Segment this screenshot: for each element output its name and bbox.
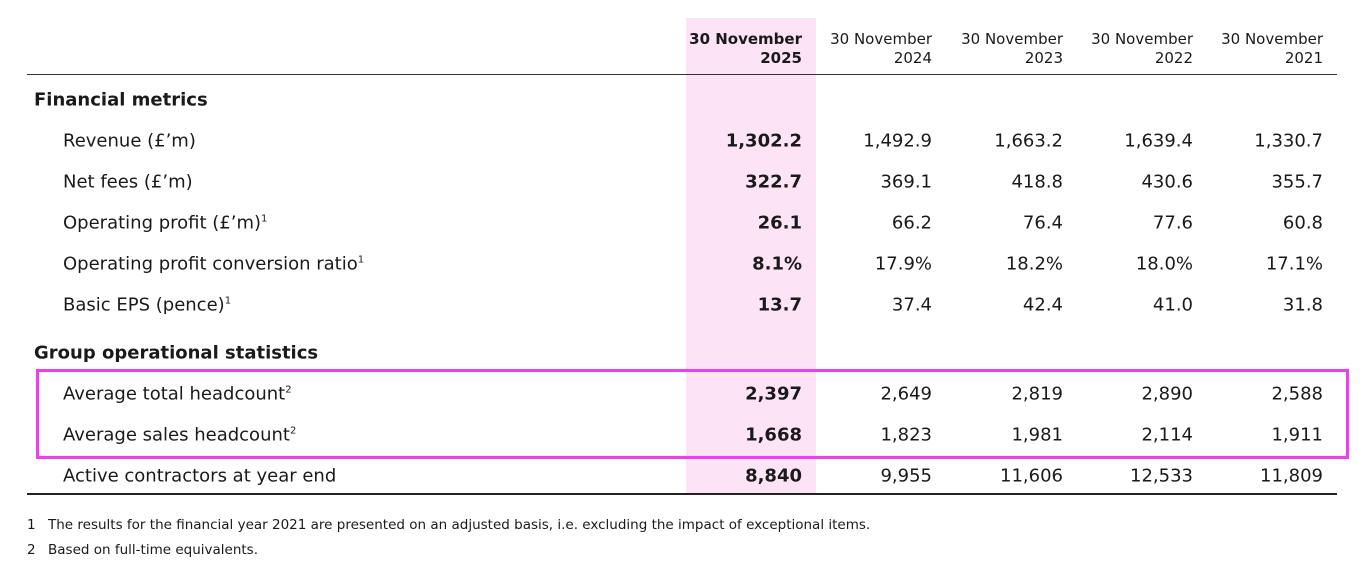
cell-value: 2,397 (745, 383, 802, 405)
cell-value: 37.4 (891, 294, 932, 316)
cell-value: 2,649 (880, 383, 932, 405)
label-text: Basic EPS (pence) (63, 294, 225, 316)
cell-value: 41.0 (1152, 294, 1193, 316)
column-header: 30 November 2022 (1091, 30, 1193, 68)
label-text: Operating profit (£’m) (63, 212, 262, 234)
cell-value: 18.0% (1135, 253, 1193, 275)
cell-value: 17.9% (874, 253, 932, 275)
header-line: 30 November (830, 30, 932, 48)
cell-value: 11,809 (1260, 465, 1323, 487)
cell-value: 2,114 (1141, 424, 1193, 446)
row-label: Average total headcount2 (63, 384, 292, 405)
column-header: 30 November 2023 (961, 30, 1063, 68)
cell-value: 77.6 (1152, 212, 1193, 234)
header-line: 2024 (893, 49, 932, 67)
row-label: Net fees (£’m) (63, 172, 193, 193)
footnote-marker: 2 (289, 425, 297, 437)
cell-value: 8.1% (752, 253, 802, 275)
cell-value: 2,588 (1271, 383, 1323, 405)
cell-value: 1,911 (1271, 424, 1323, 446)
header-line: 2025 (760, 49, 802, 67)
cell-value: 42.4 (1022, 294, 1063, 316)
cell-value: 31.8 (1282, 294, 1323, 316)
label-text: Net fees (£’m) (63, 171, 193, 193)
cell-value: 13.7 (757, 294, 802, 316)
label-text: Average total headcount (63, 383, 286, 405)
footnote-marker: 1 (261, 213, 268, 225)
cell-value: 17.1% (1265, 253, 1323, 275)
header-line: 30 November (961, 30, 1063, 48)
header-rule (27, 74, 1337, 75)
cell-value: 1,330.7 (1254, 130, 1323, 152)
cell-value: 1,639.4 (1124, 130, 1193, 152)
label-text: Revenue (£’m) (63, 130, 196, 152)
cell-value: 1,823 (880, 424, 932, 446)
cell-value: 8,840 (745, 465, 802, 487)
row-label: Basic EPS (pence)1 (63, 295, 231, 316)
cell-value: 369.1 (880, 171, 932, 193)
cell-value: 1,981 (1011, 424, 1063, 446)
highlight-box (36, 369, 1349, 459)
row-label: Operating profit conversion ratio1 (63, 254, 364, 275)
cell-value: 1,492.9 (863, 130, 932, 152)
highlight-column (686, 18, 816, 494)
cell-value: 418.8 (1011, 171, 1063, 193)
cell-value: 430.6 (1141, 171, 1193, 193)
footnote-marker: 2 (285, 384, 292, 396)
header-line: 2023 (1024, 49, 1063, 67)
label-text: Operating profit conversion ratio (63, 253, 358, 275)
label-text: Active contractors at year end (63, 465, 337, 487)
cell-value: 11,606 (1000, 465, 1063, 487)
cell-value: 12,533 (1130, 465, 1193, 487)
header-line: 2021 (1284, 49, 1323, 67)
footnote-number: 1 (27, 517, 36, 533)
cell-value: 66.2 (891, 212, 932, 234)
cell-value: 9,955 (880, 465, 932, 487)
row-label: Operating profit (£’m)1 (63, 213, 267, 234)
header-line: 2022 (1154, 49, 1193, 67)
cell-value: 26.1 (757, 212, 802, 234)
cell-value: 18.2% (1005, 253, 1063, 275)
row-label: Average sales headcount2 (63, 425, 296, 446)
cell-value: 322.7 (745, 171, 802, 193)
cell-value: 1,663.2 (994, 130, 1063, 152)
section-title: Group operational statistics (34, 342, 319, 364)
section-title: Financial metrics (34, 89, 208, 111)
column-header: 30 November 2024 (830, 30, 932, 68)
header-line: 30 November (1091, 30, 1193, 48)
row-label: Revenue (£’m) (63, 131, 196, 152)
cell-value: 60.8 (1282, 212, 1323, 234)
column-header: 30 November 2025 (689, 30, 802, 68)
bottom-rule (27, 493, 1337, 495)
cell-value: 1,668 (745, 424, 802, 446)
footnote-marker: 1 (224, 295, 232, 307)
cell-value: 76.4 (1022, 212, 1063, 234)
header-line: 30 November (1221, 30, 1323, 48)
footnote-text: Based on full-time equivalents. (48, 542, 258, 558)
cell-value: 2,819 (1011, 383, 1063, 405)
column-header: 30 November 2021 (1221, 30, 1323, 68)
footnote-marker: 1 (357, 254, 365, 266)
cell-value: 1,302.2 (725, 130, 802, 152)
footnote-number: 2 (27, 542, 36, 558)
cell-value: 2,890 (1141, 383, 1193, 405)
row-label: Active contractors at year end (63, 466, 336, 487)
cell-value: 355.7 (1271, 171, 1323, 193)
header-line: 30 November (689, 30, 802, 48)
label-text: Average sales headcount (63, 424, 290, 446)
footnote-text: The results for the financial year 2021 … (48, 517, 871, 533)
